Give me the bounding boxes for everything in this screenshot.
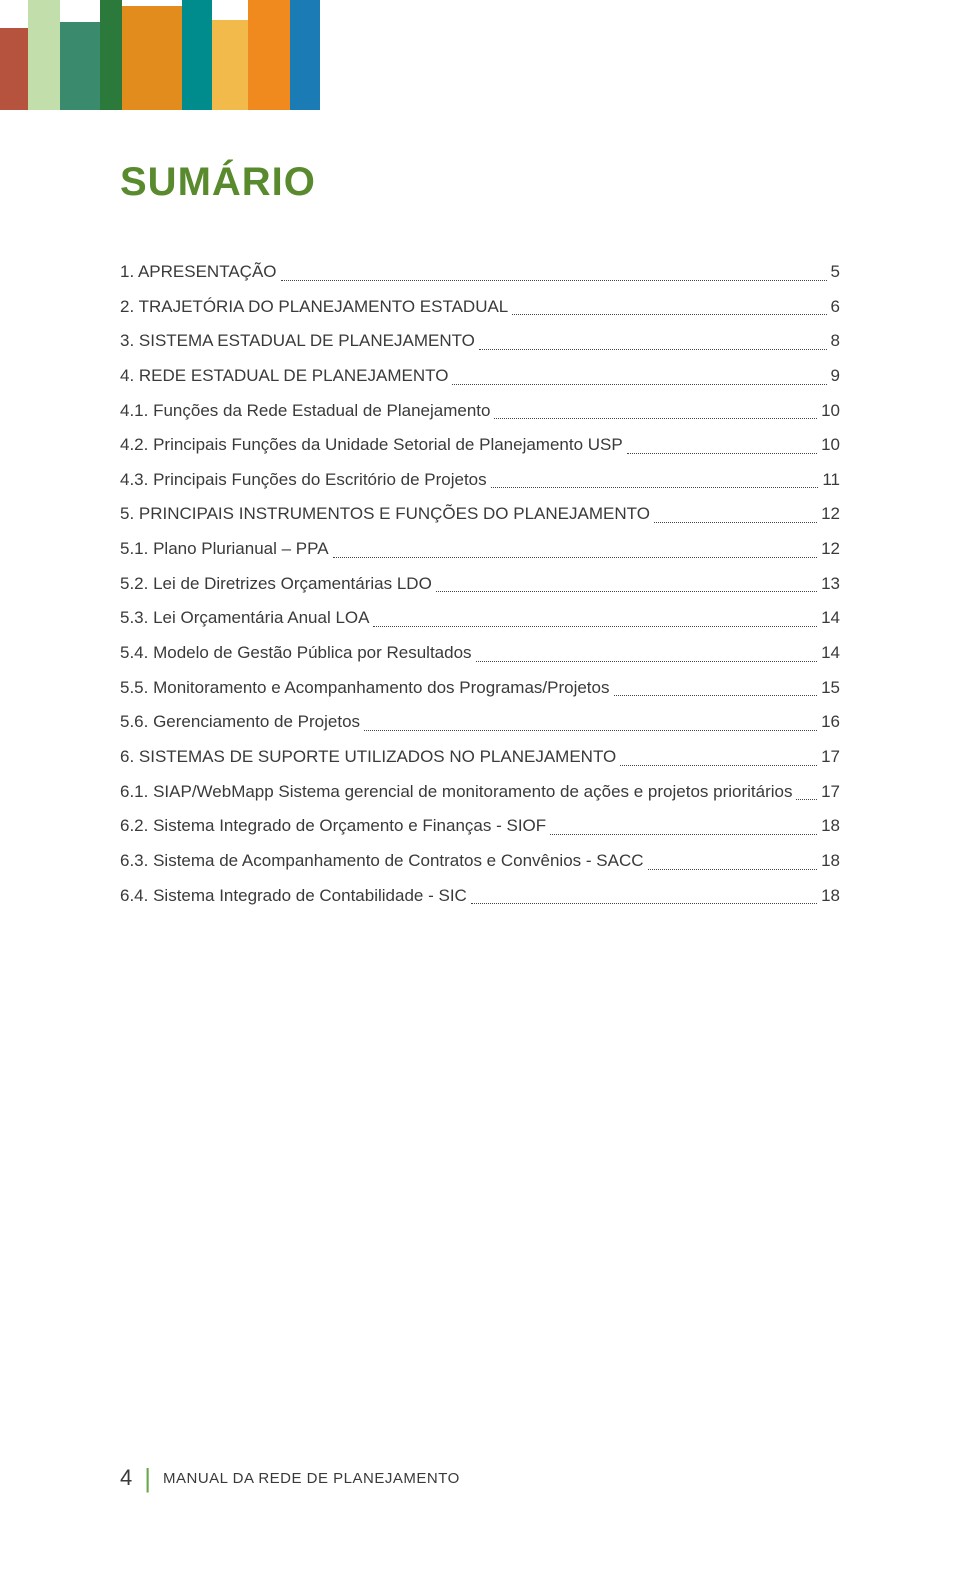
footer-page-number: 4: [120, 1465, 132, 1491]
stripe-block: [290, 0, 320, 110]
toc-row: 6.1. SIAP/WebMapp Sistema gerencial de m…: [120, 780, 840, 805]
toc-page-number: 14: [821, 606, 840, 631]
top-decorative-stripe: [0, 0, 320, 110]
toc-row: 5.3. Lei Orçamentária Anual LOA 14: [120, 606, 840, 631]
stripe-block: [212, 20, 248, 110]
toc-page-number: 17: [821, 745, 840, 770]
toc-row: 6.2. Sistema Integrado de Orçamento e Fi…: [120, 814, 840, 839]
stripe-block: [122, 6, 182, 110]
toc-row: 6.3. Sistema de Acompanhamento de Contra…: [120, 849, 840, 874]
toc-label: 5.4. Modelo de Gestão Pública por Result…: [120, 641, 472, 666]
toc-leader-dots: [648, 869, 818, 870]
toc-row: 4. REDE ESTADUAL DE PLANEJAMENTO 9: [120, 364, 840, 389]
toc-label: 2. TRAJETÓRIA DO PLANEJAMENTO ESTADUAL: [120, 295, 508, 320]
toc-leader-dots: [796, 799, 817, 800]
toc-label: 5.6. Gerenciamento de Projetos: [120, 710, 360, 735]
toc-row: 5.6. Gerenciamento de Projetos 16: [120, 710, 840, 735]
toc-label: 6.3. Sistema de Acompanhamento de Contra…: [120, 849, 644, 874]
toc-leader-dots: [550, 834, 817, 835]
toc-page-number: 5: [831, 260, 840, 285]
toc-label: 6.2. Sistema Integrado de Orçamento e Fi…: [120, 814, 546, 839]
toc-row: 4.1. Funções da Rede Estadual de Planeja…: [120, 399, 840, 424]
toc-row: 5. PRINCIPAIS INSTRUMENTOS E FUNÇÕES DO …: [120, 502, 840, 527]
stripe-block: [182, 0, 212, 110]
toc-leader-dots: [491, 487, 819, 488]
stripe-block: [60, 22, 100, 110]
table-of-contents: 1. APRESENTAÇÃO 5 2. TRAJETÓRIA DO PLANEJA…: [120, 260, 840, 908]
footer-book-title: MANUAL DA REDE DE PLANEJAMENTO: [163, 1470, 460, 1487]
toc-page-number: 15: [821, 676, 840, 701]
toc-leader-dots: [373, 626, 817, 627]
toc-leader-dots: [476, 661, 818, 662]
toc-leader-dots: [471, 903, 817, 904]
toc-row: 5.5. Monitoramento e Acompanhamento dos …: [120, 676, 840, 701]
toc-page-number: 12: [821, 502, 840, 527]
toc-leader-dots: [452, 384, 826, 385]
toc-page-number: 8: [831, 329, 840, 354]
toc-leader-dots: [333, 557, 818, 558]
toc-page-number: 12: [821, 537, 840, 562]
toc-page-number: 18: [821, 849, 840, 874]
toc-label: 1. APRESENTAÇÃO: [120, 260, 277, 285]
toc-page-number: 17: [821, 780, 840, 805]
stripe-block: [100, 0, 122, 110]
page-title: SUMÁRIO: [120, 160, 316, 205]
toc-page-number: 10: [821, 433, 840, 458]
toc-page-number: 9: [831, 364, 840, 389]
document-page: SUMÁRIO 1. APRESENTAÇÃO 5 2. TRAJETÓRIA DO…: [0, 0, 960, 1569]
toc-row: 6. SISTEMAS DE SUPORTE UTILIZADOS NO PLA…: [120, 745, 840, 770]
toc-label: 5.5. Monitoramento e Acompanhamento dos …: [120, 676, 610, 701]
toc-leader-dots: [620, 765, 817, 766]
toc-label: 4. REDE ESTADUAL DE PLANEJAMENTO: [120, 364, 448, 389]
toc-page-number: 14: [821, 641, 840, 666]
toc-label: 5.1. Plano Plurianual – PPA: [120, 537, 329, 562]
toc-label: 4.1. Funções da Rede Estadual de Planeja…: [120, 399, 490, 424]
stripe-block: [248, 0, 290, 110]
toc-label: 4.3. Principais Funções do Escritório de…: [120, 468, 487, 493]
toc-leader-dots: [512, 314, 826, 315]
stripe-block: [28, 0, 60, 110]
toc-page-number: 18: [821, 884, 840, 909]
toc-leader-dots: [479, 349, 827, 350]
toc-page-number: 18: [821, 814, 840, 839]
toc-label: 5.2. Lei de Diretrizes Orçamentárias LDO: [120, 572, 432, 597]
toc-label: 6. SISTEMAS DE SUPORTE UTILIZADOS NO PLA…: [120, 745, 616, 770]
toc-row: 5.4. Modelo de Gestão Pública por Result…: [120, 641, 840, 666]
toc-leader-dots: [364, 730, 817, 731]
toc-leader-dots: [627, 453, 817, 454]
stripe-block: [0, 28, 28, 110]
toc-row: 3. SISTEMA ESTADUAL DE PLANEJAMENTO 8: [120, 329, 840, 354]
toc-page-number: 10: [821, 399, 840, 424]
toc-leader-dots: [281, 280, 827, 281]
toc-page-number: 16: [821, 710, 840, 735]
toc-page-number: 6: [831, 295, 840, 320]
toc-leader-dots: [614, 695, 818, 696]
footer-divider: |: [144, 1465, 151, 1491]
toc-label: 4.2. Principais Funções da Unidade Setor…: [120, 433, 623, 458]
toc-label: 5.3. Lei Orçamentária Anual LOA: [120, 606, 369, 631]
toc-label: 3. SISTEMA ESTADUAL DE PLANEJAMENTO: [120, 329, 475, 354]
page-footer: 4 | MANUAL DA REDE DE PLANEJAMENTO: [120, 1465, 460, 1491]
toc-leader-dots: [654, 522, 817, 523]
toc-row: 4.3. Principais Funções do Escritório de…: [120, 468, 840, 493]
toc-leader-dots: [494, 418, 817, 419]
toc-row: 5.2. Lei de Diretrizes Orçamentárias LDO…: [120, 572, 840, 597]
toc-row: 6.4. Sistema Integrado de Contabilidade …: [120, 884, 840, 909]
toc-row: 1. APRESENTAÇÃO 5: [120, 260, 840, 285]
toc-page-number: 11: [822, 468, 840, 493]
toc-page-number: 13: [821, 572, 840, 597]
toc-label: 6.1. SIAP/WebMapp Sistema gerencial de m…: [120, 780, 792, 805]
toc-row: 5.1. Plano Plurianual – PPA 12: [120, 537, 840, 562]
toc-label: 6.4. Sistema Integrado de Contabilidade …: [120, 884, 467, 909]
toc-label: 5. PRINCIPAIS INSTRUMENTOS E FUNÇÕES DO …: [120, 502, 650, 527]
toc-row: 4.2. Principais Funções da Unidade Setor…: [120, 433, 840, 458]
toc-leader-dots: [436, 591, 817, 592]
toc-row: 2. TRAJETÓRIA DO PLANEJAMENTO ESTADUAL 6: [120, 295, 840, 320]
